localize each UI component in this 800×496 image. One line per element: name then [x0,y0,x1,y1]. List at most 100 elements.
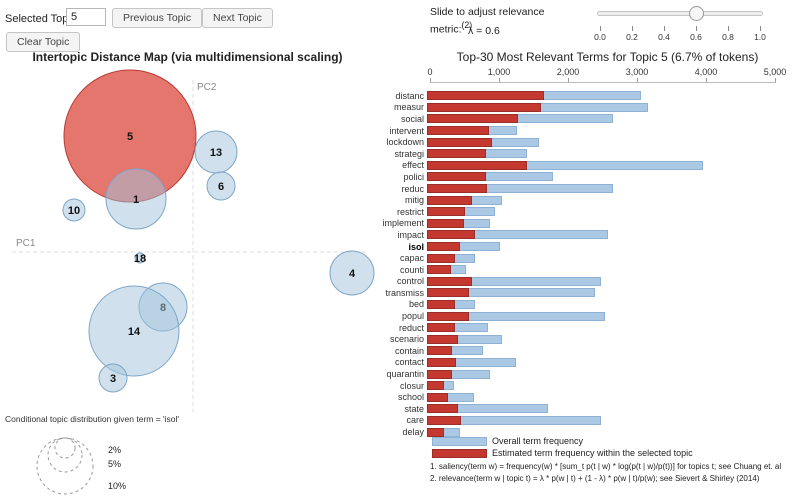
term-label-transmiss[interactable]: transmiss [385,287,424,298]
term-label-popul[interactable]: popul [401,311,424,322]
slider-footnote-ref: (2) [461,20,473,30]
topic-frequency-bar-popul[interactable] [427,311,469,321]
topic-frequency-bar-closur[interactable] [427,381,444,391]
term-label-lockdown[interactable]: lockdown [386,137,424,148]
topic-frequency-bar-lockdown[interactable] [427,137,492,147]
topic-frequency-bar-contact[interactable] [427,357,456,367]
bar-area [427,114,793,124]
term-label-contact[interactable]: contact [394,357,424,368]
x-tick-label-2,000: 2,000 [556,67,580,77]
term-label-counti[interactable]: counti [399,264,424,275]
term-row-contain: contain [368,345,793,357]
topic-bubble-4[interactable] [329,250,375,296]
legend-overall-swatch [432,436,487,446]
term-label-school[interactable]: school [397,392,424,403]
topic-frequency-bar-mitig[interactable] [427,195,472,205]
term-label-distanc[interactable]: distanc [395,90,424,101]
bar-chart-x-axis: 0 1,000 2,000 3,000 4,000 5,000 [427,66,786,83]
topic-bubble-1[interactable] [105,168,167,230]
term-label-measur[interactable]: measur [393,102,424,113]
term-label-implement[interactable]: implement [382,218,424,229]
term-row-counti: counti [368,264,793,276]
topic-frequency-bar-measur[interactable] [427,102,541,112]
bar-area [427,415,793,425]
bar-area [427,218,793,228]
topic-frequency-bar-care[interactable] [427,415,461,425]
slider-tick-scale: 0.0 0.2 0.4 0.6 0.8 1.0 [592,26,782,44]
term-label-capac[interactable]: capac [399,253,424,264]
term-label-state[interactable]: state [404,403,424,414]
topic-frequency-bar-delay[interactable] [427,427,444,437]
term-label-mitig[interactable]: mitig [404,195,424,206]
legend-topic-row: Estimated term frequency within the sele… [432,447,693,459]
bar-area [427,299,793,309]
bar-area [427,172,793,182]
topic-frequency-bar-bed[interactable] [427,299,455,309]
term-row-polici: polici [368,171,793,183]
x-tick-mark [706,78,707,82]
topic-frequency-bar-school[interactable] [427,392,448,402]
term-label-control[interactable]: control [396,276,424,287]
topic-frequency-bar-state[interactable] [427,404,458,414]
topic-frequency-bar-transmiss[interactable] [427,288,469,298]
topic-frequency-bar-impact[interactable] [427,230,475,240]
topic-frequency-bar-restrict[interactable] [427,207,465,217]
topic-bubble-14[interactable] [88,285,180,377]
topic-frequency-bar-counti[interactable] [427,265,451,275]
term-row-social: social [368,113,793,125]
term-label-bed[interactable]: bed [408,299,424,310]
topic-frequency-bar-control[interactable] [427,276,472,286]
topic-bubble-18[interactable] [134,252,146,264]
term-label-social[interactable]: social [400,113,424,124]
x-tick-label-1,000: 1,000 [487,67,511,77]
topic-frequency-bar-contain[interactable] [427,346,452,356]
term-label-contain[interactable]: contain [394,345,424,356]
term-label-strategi[interactable]: strategi [394,148,424,159]
topic-frequency-bar-effect[interactable] [427,160,527,170]
topic-frequency-bar-strategi[interactable] [427,149,486,159]
term-label-effect[interactable]: effect [402,160,424,171]
relevance-slider-handle[interactable] [689,6,704,21]
topic-frequency-bar-reduct[interactable] [427,323,455,333]
x-tick-label-4,000: 4,000 [694,67,718,77]
next-topic-button[interactable]: Next Topic [202,8,273,28]
topic-frequency-bar-capac[interactable] [427,253,455,263]
topic-frequency-bar-isol[interactable] [427,242,460,252]
relevance-slider-track[interactable] [597,6,763,21]
topic-frequency-bar-distanc[interactable] [427,91,544,101]
term-label-restrict[interactable]: restrict [397,206,424,217]
term-label-closur[interactable]: closur [399,380,424,391]
term-label-scenario[interactable]: scenario [389,334,424,345]
term-label-reduc[interactable]: reduc [401,183,424,194]
conditional-ring-label-10%: 10% [108,481,126,491]
term-row-care: care [368,415,793,427]
topic-bubble-3[interactable] [98,363,128,393]
term-label-reduct[interactable]: reduct [398,322,424,333]
topic-bubble-13[interactable] [194,130,238,174]
topic-frequency-bar-reduc[interactable] [427,184,487,194]
footnotes: 1. saliency(term w) = frequency(w) * [su… [430,461,781,484]
clear-topic-button[interactable]: Clear Topic [6,32,81,52]
slider-tick-0.6: 0.6 [688,26,704,42]
bar-area [427,126,793,136]
term-label-impact[interactable]: impact [397,229,424,240]
topic-frequency-bar-polici[interactable] [427,172,486,182]
topic-bubble-6[interactable] [206,171,236,201]
topic-frequency-bar-scenario[interactable] [427,334,458,344]
term-label-delay[interactable]: delay [402,427,424,438]
topic-frequency-bar-social[interactable] [427,114,518,124]
topic-frequency-bar-quarantin[interactable] [427,369,452,379]
selected-topic-input[interactable] [66,8,106,26]
term-label-quarantin[interactable]: quarantin [386,369,424,380]
previous-topic-button[interactable]: Previous Topic [112,8,203,28]
term-label-isol[interactable]: isol [408,241,424,252]
term-row-state: state [368,403,793,415]
term-label-polici[interactable]: polici [403,171,424,182]
footnote-relevance: 2. relevance(term w | topic t) = λ * p(w… [430,473,760,483]
term-label-intervent[interactable]: intervent [389,125,424,136]
term-label-care[interactable]: care [406,415,424,426]
topic-frequency-bar-implement[interactable] [427,218,464,228]
topic-bubble-10[interactable] [62,198,86,222]
topic-frequency-bar-intervent[interactable] [427,126,489,136]
